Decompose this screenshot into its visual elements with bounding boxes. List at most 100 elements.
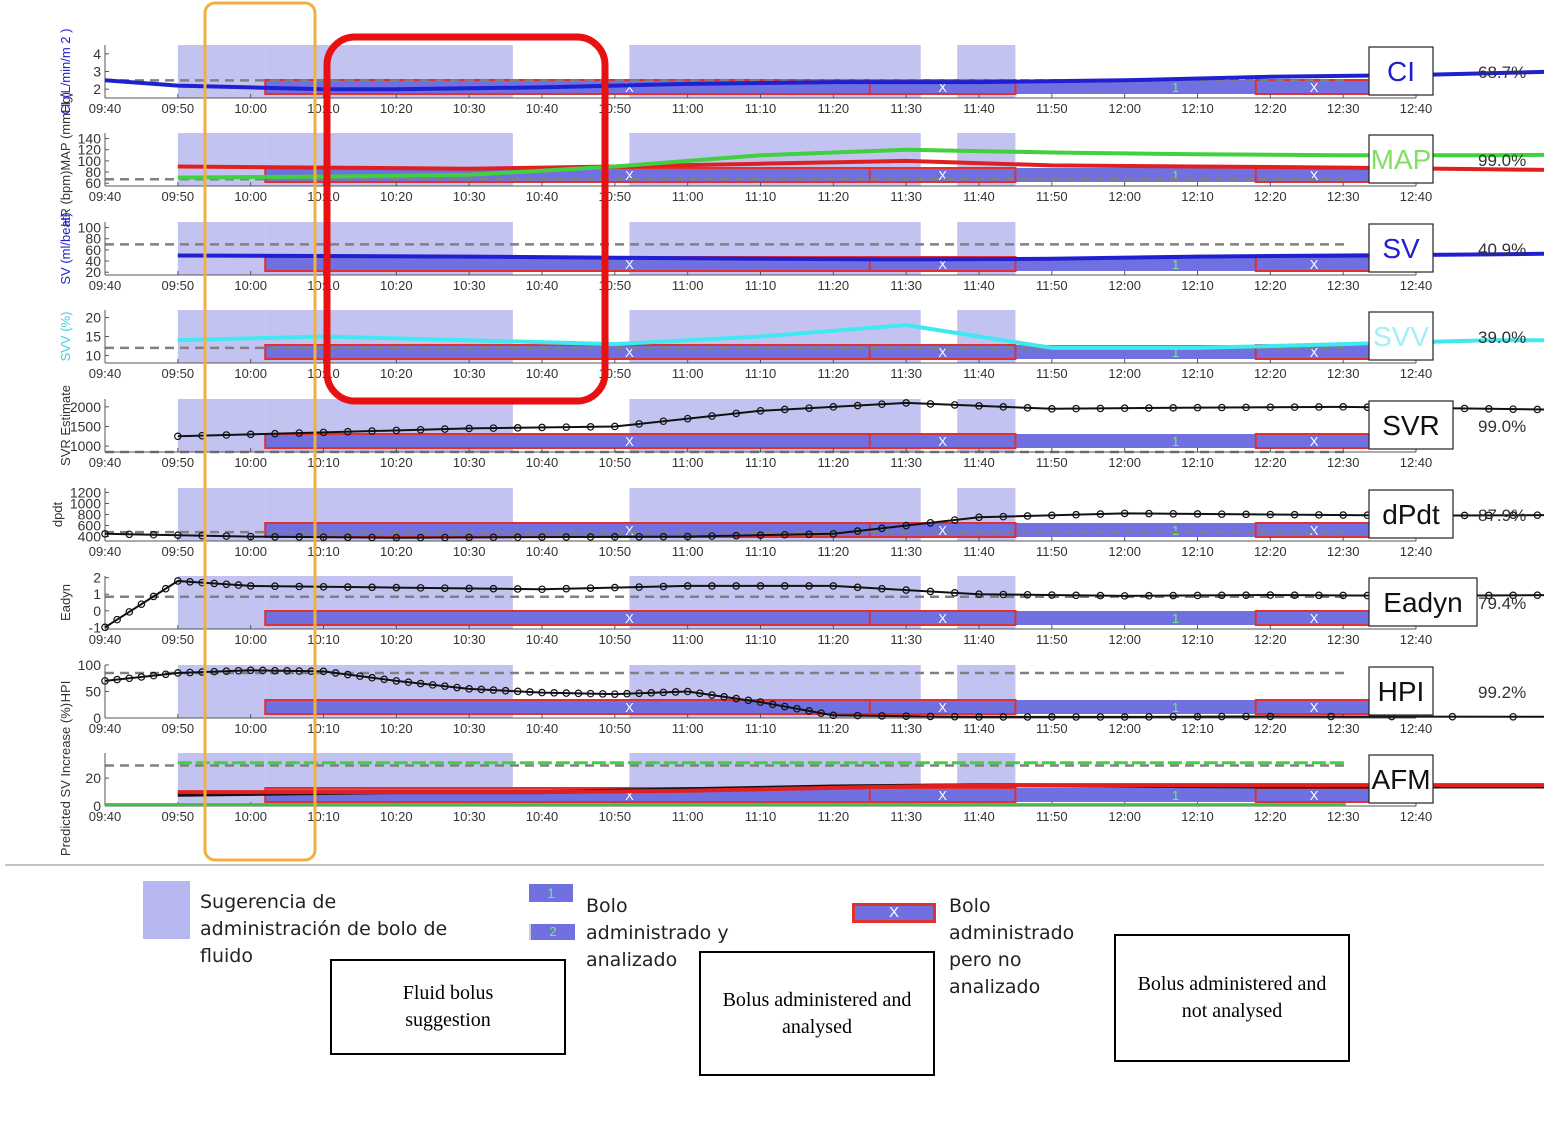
x-tick-label: 10:50 (599, 632, 632, 647)
x-tick-label: 11:40 (963, 101, 995, 116)
data-point (878, 712, 886, 720)
legend-not-analysed-es: Bolo administrado pero no analizado (949, 895, 1075, 998)
x-tick-label: 10:30 (453, 809, 486, 824)
data-point (611, 583, 619, 592)
legend-analysed-en-text: Bolus administered and analysed (722, 988, 912, 1038)
data-point (174, 577, 182, 585)
bolus-x-label: X (625, 257, 634, 272)
data-point (1048, 405, 1056, 413)
y-tick-label: 80 (85, 231, 101, 247)
data-point (392, 533, 401, 542)
x-tick-label: 10:10 (307, 721, 340, 736)
data-point (659, 417, 668, 426)
data-point (501, 686, 510, 695)
data-point (1096, 404, 1105, 413)
data-point (586, 423, 595, 431)
data-point (780, 530, 789, 539)
data-point (356, 672, 364, 680)
x-tick-label: 11:00 (672, 366, 704, 381)
x-tick-label: 11:10 (745, 632, 777, 647)
x-tick-label: 12:10 (1181, 544, 1214, 559)
y-tick-label: 2 (93, 570, 101, 586)
x-tick-label: 11:30 (890, 455, 922, 470)
data-point (234, 666, 243, 675)
data-point (538, 688, 546, 697)
y-tick-label: 1000 (70, 438, 101, 454)
data-point (768, 700, 777, 709)
data-point (538, 533, 546, 541)
y-tick-label: 800 (78, 507, 102, 523)
panel-map: 123XXXXXX4XX1401201008060HR (bpm)MAP (mm… (58, 92, 1544, 227)
x-tick-label: 09:40 (89, 101, 122, 116)
x-tick-label: 12:20 (1254, 101, 1287, 116)
data-point (343, 427, 352, 436)
bolus-number: 1 (1172, 788, 1179, 803)
data-point (732, 531, 741, 540)
data-point (234, 581, 243, 589)
panel-label-box (1368, 223, 1434, 273)
x-tick-label: 11:30 (890, 721, 922, 736)
x-tick-label: 11:00 (672, 632, 704, 647)
x-tick-label: 11:10 (745, 809, 777, 824)
data-point (805, 707, 813, 715)
series-line (104, 512, 1544, 539)
data-point (392, 426, 401, 435)
data-point (271, 582, 279, 591)
bolus-number: 1 (1172, 80, 1179, 95)
data-point (174, 531, 182, 540)
x-tick-label: 10:40 (526, 455, 559, 470)
x-tick-label: 12:30 (1327, 189, 1360, 204)
data-point (926, 587, 935, 596)
bolus-x-label: X (625, 611, 634, 626)
y-axis-label: CI (L/min/m 2 ) (58, 29, 73, 115)
data-point (513, 687, 522, 696)
data-point (295, 429, 304, 437)
legend-analysed-swatch: 1 2 (527, 884, 575, 944)
data-point (1339, 403, 1347, 411)
data-point (222, 532, 231, 540)
data-point (1048, 511, 1056, 520)
x-tick-label: 10:20 (380, 101, 413, 116)
data-point (611, 422, 619, 431)
panel-label-box (1368, 311, 1434, 361)
data-point (416, 425, 425, 434)
x-tick-label: 12:30 (1327, 544, 1360, 559)
x-tick-label: 11:50 (1036, 632, 1068, 647)
data-point (708, 412, 716, 420)
data-point (878, 584, 886, 593)
y-tick-label: 2 (93, 81, 101, 97)
data-point (926, 400, 935, 408)
data-point (999, 590, 1008, 599)
x-tick-label: 10:30 (453, 544, 486, 559)
data-point (817, 709, 825, 717)
data-point (489, 686, 498, 694)
data-point (161, 670, 170, 679)
data-point (489, 584, 498, 593)
panel-label: SVV (1373, 321, 1429, 352)
data-point (113, 675, 121, 684)
bolus-x-label: X (625, 434, 634, 449)
panel-svv: 123XXXXXX4XX201510SVV (%)09:4009:5010:00… (58, 310, 1544, 381)
x-tick-label: 11:10 (745, 366, 777, 381)
highlight-red (323, 33, 609, 405)
data-point (829, 711, 838, 720)
x-tick-label: 12:10 (1181, 278, 1214, 293)
legend-analysed-en: Bolus administered and analysed (699, 951, 935, 1076)
data-point (999, 512, 1008, 521)
suggestion-band (177, 45, 266, 98)
data-point (744, 696, 753, 705)
data-point (1120, 592, 1129, 600)
x-tick-label: 12:40 (1400, 278, 1433, 293)
data-point (950, 712, 959, 721)
x-tick-label: 12:30 (1327, 366, 1360, 381)
bolus-x-label: X (938, 788, 947, 803)
data-point (1072, 713, 1080, 721)
x-tick-label: 12:40 (1400, 544, 1433, 559)
data-point (659, 582, 668, 591)
data-point (1023, 713, 1032, 721)
data-point (1096, 510, 1105, 518)
x-tick-label: 10:20 (380, 455, 413, 470)
x-tick-label: 11:00 (672, 809, 704, 824)
x-tick-label: 10:00 (234, 278, 267, 293)
x-tick-label: 10:30 (453, 366, 486, 381)
